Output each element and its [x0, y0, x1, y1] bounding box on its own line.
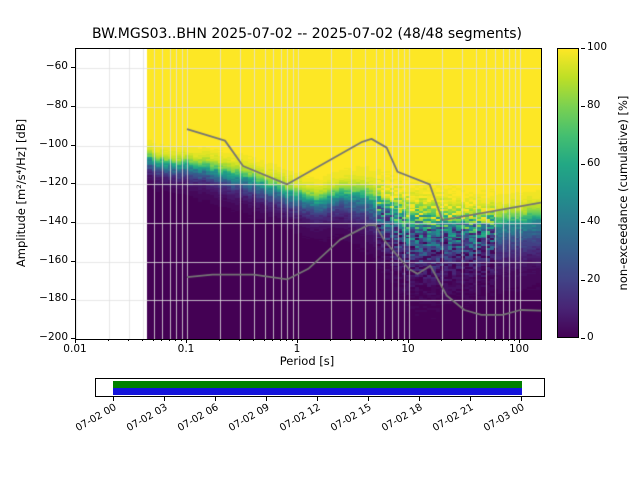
colorbar-tick-mark — [581, 222, 585, 223]
colorbar-label: non-exceedance (cumulative) [%] — [616, 95, 630, 291]
colorbar-tick-label: 100 — [587, 41, 608, 53]
y-tick-mark — [71, 261, 75, 262]
timeline-tick-mark — [266, 397, 267, 401]
x-minor-tick-mark — [272, 339, 273, 341]
timeline-tick-mark — [419, 397, 420, 401]
colorbar-tick-mark — [581, 106, 585, 107]
y-tick-mark — [71, 67, 75, 68]
x-tick-label: 10 — [401, 343, 415, 355]
x-minor-tick-mark — [397, 339, 398, 341]
x-minor-tick-mark — [142, 339, 143, 341]
colorbar-tick-label: 80 — [587, 99, 601, 111]
x-tick-mark — [297, 339, 298, 343]
x-minor-tick-mark — [485, 339, 486, 341]
x-minor-tick-mark — [169, 339, 170, 341]
x-tick-mark — [519, 339, 520, 343]
timeline-tick-mark — [113, 397, 114, 401]
x-tick-label: 1 — [293, 343, 301, 355]
timeline-tick-mark — [521, 397, 522, 401]
y-tick-label: −200 — [39, 331, 68, 343]
y-tick-label: −120 — [39, 176, 68, 188]
timeline-tick-label: 07-02 09 — [227, 402, 272, 435]
x-minor-tick-mark — [475, 339, 476, 341]
x-minor-tick-mark — [239, 339, 240, 341]
x-minor-tick-mark — [364, 339, 365, 341]
colorbar-gradient — [557, 48, 579, 338]
x-tick-mark — [408, 339, 409, 343]
x-minor-tick-mark — [403, 339, 404, 341]
y-tick-label: −140 — [39, 215, 68, 227]
x-minor-tick-mark — [161, 339, 162, 341]
timeline-tick-mark — [317, 397, 318, 401]
x-minor-tick-mark — [375, 339, 376, 341]
x-minor-tick-mark — [494, 339, 495, 341]
x-minor-tick-mark — [153, 339, 154, 341]
colorbar-tick-label: 60 — [587, 157, 601, 169]
ppsd-heatmap-canvas — [75, 48, 542, 340]
colorbar-tick-mark — [581, 48, 585, 49]
timeline-tick-label: 07-02 15 — [329, 402, 374, 435]
colorbar-tick-label: 40 — [587, 215, 601, 227]
timeline-data-bar — [113, 388, 522, 395]
timeline-tick-label: 07-02 21 — [431, 402, 476, 435]
x-minor-tick-mark — [108, 339, 109, 341]
y-tick-mark — [71, 299, 75, 300]
timeline-tick-mark — [368, 397, 369, 401]
x-minor-tick-mark — [330, 339, 331, 341]
timeline-tick-label: 07-02 03 — [125, 402, 170, 435]
timeline-tick-label: 07-02 00 — [74, 402, 119, 435]
x-minor-tick-mark — [461, 339, 462, 341]
y-tick-label: −180 — [39, 292, 68, 304]
timeline-tick-mark — [215, 397, 216, 401]
timeline-tick-mark — [164, 397, 165, 401]
x-minor-tick-mark — [441, 339, 442, 341]
x-tick-mark — [75, 339, 76, 343]
x-minor-tick-mark — [280, 339, 281, 341]
x-minor-tick-mark — [264, 339, 265, 341]
y-tick-mark — [71, 338, 75, 339]
x-minor-tick-mark — [502, 339, 503, 341]
colorbar-tick-label: 20 — [587, 273, 601, 285]
y-tick-mark — [71, 222, 75, 223]
timeline-segments-bar — [113, 381, 522, 388]
x-minor-tick-mark — [181, 339, 182, 341]
x-minor-tick-mark — [219, 339, 220, 341]
x-minor-tick-mark — [253, 339, 254, 341]
timeline-tick-label: 07-03 00 — [482, 402, 527, 435]
timeline-tick-label: 07-02 06 — [176, 402, 221, 435]
x-minor-tick-mark — [286, 339, 287, 341]
chart-title: BW.MGS03..BHN 2025-07-02 -- 2025-07-02 (… — [92, 26, 522, 42]
x-minor-tick-mark — [514, 339, 515, 341]
x-minor-tick-mark — [128, 339, 129, 341]
y-tick-label: −160 — [39, 254, 68, 266]
x-tick-label: 0.01 — [63, 343, 87, 355]
x-minor-tick-mark — [508, 339, 509, 341]
timeline-tick-label: 07-02 12 — [278, 402, 323, 435]
x-minor-tick-mark — [391, 339, 392, 341]
y-tick-mark — [71, 106, 75, 107]
x-minor-tick-mark — [350, 339, 351, 341]
colorbar-tick-mark — [581, 164, 585, 165]
y-tick-label: −60 — [45, 60, 68, 72]
y-tick-label: −80 — [45, 99, 68, 111]
y-tick-label: −100 — [39, 138, 68, 150]
x-tick-mark — [186, 339, 187, 343]
timeline-tick-mark — [470, 397, 471, 401]
colorbar-tick-mark — [581, 280, 585, 281]
colorbar-tick-label: 0 — [587, 331, 594, 343]
x-minor-tick-mark — [292, 339, 293, 341]
y-tick-mark — [71, 183, 75, 184]
timeline-box — [95, 378, 545, 397]
y-tick-mark — [71, 145, 75, 146]
x-tick-label: 0.1 — [177, 343, 195, 355]
x-minor-tick-mark — [383, 339, 384, 341]
timeline-tick-label: 07-02 18 — [380, 402, 425, 435]
x-axis-label: Period [s] — [279, 354, 335, 368]
x-tick-label: 100 — [508, 343, 530, 355]
colorbar-tick-mark — [581, 338, 585, 339]
x-minor-tick-mark — [175, 339, 176, 341]
